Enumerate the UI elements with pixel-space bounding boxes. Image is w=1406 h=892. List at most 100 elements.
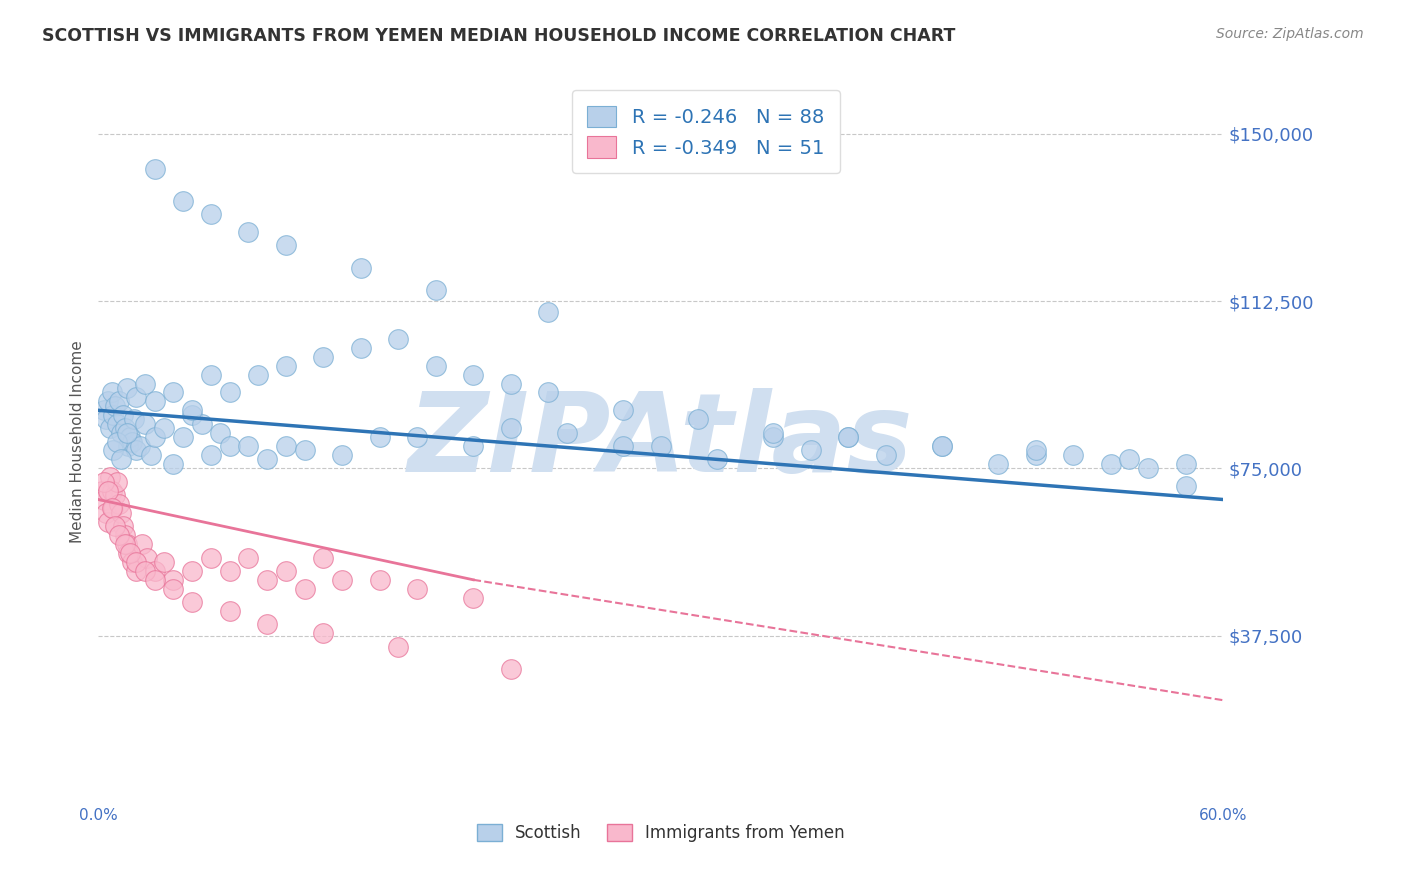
Point bbox=[181, 564, 204, 578]
Point bbox=[537, 305, 560, 319]
Point bbox=[425, 359, 447, 373]
Point bbox=[368, 573, 391, 587]
Point bbox=[256, 573, 278, 587]
Point bbox=[274, 564, 297, 578]
Point bbox=[555, 425, 578, 440]
Point bbox=[143, 394, 166, 409]
Point bbox=[762, 430, 785, 444]
Point bbox=[134, 417, 156, 431]
Point bbox=[125, 555, 148, 569]
Point bbox=[246, 368, 269, 382]
Point bbox=[387, 640, 409, 654]
Point bbox=[162, 582, 184, 596]
Point bbox=[103, 408, 125, 422]
Point bbox=[100, 483, 122, 498]
Point bbox=[143, 573, 166, 587]
Point bbox=[136, 550, 159, 565]
Point bbox=[110, 425, 132, 440]
Point bbox=[688, 412, 710, 426]
Point bbox=[98, 421, 121, 435]
Point bbox=[368, 430, 391, 444]
Point bbox=[463, 368, 485, 382]
Point bbox=[125, 390, 148, 404]
Point bbox=[762, 425, 785, 440]
Point bbox=[108, 394, 131, 409]
Point bbox=[100, 501, 122, 516]
Point bbox=[104, 399, 127, 413]
Point bbox=[114, 421, 136, 435]
Point bbox=[131, 537, 153, 551]
Point bbox=[406, 430, 429, 444]
Point bbox=[162, 573, 184, 587]
Text: Source: ZipAtlas.com: Source: ZipAtlas.com bbox=[1216, 27, 1364, 41]
Point bbox=[238, 439, 260, 453]
Text: ZIPAtlas: ZIPAtlas bbox=[408, 388, 914, 495]
Point bbox=[117, 439, 139, 453]
Point bbox=[1118, 452, 1140, 467]
Point bbox=[153, 555, 176, 569]
Point bbox=[200, 368, 222, 382]
Text: SCOTTISH VS IMMIGRANTS FROM YEMEN MEDIAN HOUSEHOLD INCOME CORRELATION CHART: SCOTTISH VS IMMIGRANTS FROM YEMEN MEDIAN… bbox=[42, 27, 956, 45]
Point bbox=[114, 528, 136, 542]
Point bbox=[103, 443, 125, 458]
Point bbox=[256, 452, 278, 467]
Point bbox=[125, 564, 148, 578]
Point bbox=[875, 448, 897, 462]
Y-axis label: Median Household Income: Median Household Income bbox=[69, 340, 84, 543]
Legend: Scottish, Immigrants from Yemen: Scottish, Immigrants from Yemen bbox=[470, 817, 852, 848]
Point bbox=[108, 528, 131, 542]
Point bbox=[104, 488, 127, 502]
Point bbox=[117, 546, 139, 560]
Point bbox=[91, 483, 114, 498]
Point bbox=[499, 662, 522, 676]
Point bbox=[115, 537, 138, 551]
Point bbox=[274, 359, 297, 373]
Point bbox=[650, 439, 672, 453]
Point bbox=[499, 421, 522, 435]
Point bbox=[1025, 448, 1047, 462]
Point bbox=[238, 550, 260, 565]
Point bbox=[162, 385, 184, 400]
Point bbox=[134, 376, 156, 391]
Point bbox=[330, 448, 353, 462]
Point bbox=[111, 408, 134, 422]
Point bbox=[94, 506, 117, 520]
Point bbox=[406, 582, 429, 596]
Point bbox=[238, 225, 260, 239]
Point bbox=[218, 564, 240, 578]
Point bbox=[218, 439, 240, 453]
Point bbox=[463, 439, 485, 453]
Point bbox=[931, 439, 953, 453]
Point bbox=[114, 537, 136, 551]
Point bbox=[537, 385, 560, 400]
Point bbox=[931, 439, 953, 453]
Point bbox=[181, 595, 204, 609]
Point bbox=[108, 497, 131, 511]
Point bbox=[800, 443, 823, 458]
Point bbox=[425, 283, 447, 297]
Point bbox=[134, 564, 156, 578]
Point bbox=[463, 591, 485, 605]
Point bbox=[143, 430, 166, 444]
Point bbox=[121, 555, 143, 569]
Point bbox=[100, 385, 122, 400]
Point bbox=[1025, 443, 1047, 458]
Point bbox=[172, 194, 194, 208]
Point bbox=[200, 550, 222, 565]
Point bbox=[115, 425, 138, 440]
Point bbox=[200, 448, 222, 462]
Point bbox=[274, 439, 297, 453]
Point bbox=[218, 385, 240, 400]
Point bbox=[162, 457, 184, 471]
Point bbox=[181, 403, 204, 417]
Point bbox=[294, 443, 316, 458]
Point bbox=[294, 582, 316, 596]
Point bbox=[97, 515, 120, 529]
Point bbox=[837, 430, 859, 444]
Point bbox=[115, 381, 138, 395]
Point bbox=[93, 403, 115, 417]
Point bbox=[97, 394, 120, 409]
Point bbox=[181, 408, 204, 422]
Point bbox=[387, 332, 409, 346]
Point bbox=[105, 475, 128, 489]
